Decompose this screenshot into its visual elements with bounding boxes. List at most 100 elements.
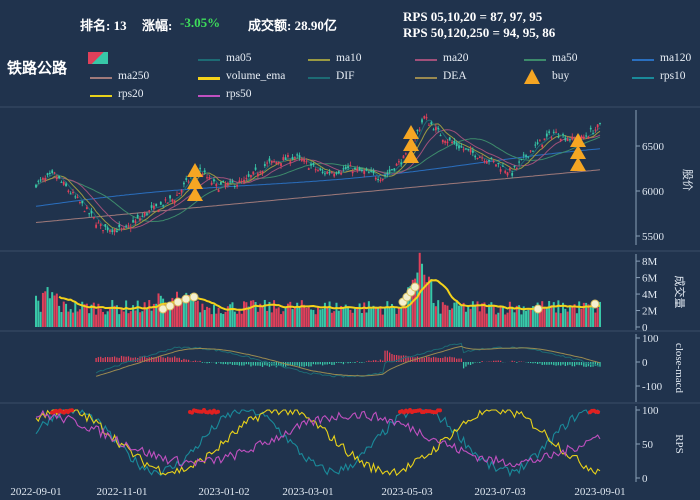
candle-body <box>335 172 338 174</box>
volume-bar <box>39 311 42 327</box>
legend-rps10[interactable]: rps10 <box>632 70 686 82</box>
macd-tick-label: -100 <box>642 381 663 393</box>
candle-body <box>146 213 148 215</box>
volume-bar <box>434 306 437 327</box>
legend-label: ma120 <box>660 52 692 64</box>
volume-bar <box>48 298 51 327</box>
legend-volume-ema[interactable]: volume_ema <box>198 70 286 82</box>
price-tick-label: 6500 <box>642 141 665 153</box>
candle-body <box>582 136 585 139</box>
candle-body <box>55 177 58 180</box>
volume-bar <box>236 313 239 327</box>
candle-body <box>162 205 165 207</box>
volume-bar <box>53 295 56 327</box>
legend-ma250[interactable]: ma250 <box>90 70 150 82</box>
volume-bar <box>402 300 405 327</box>
candle-body <box>566 139 569 141</box>
volume-bar <box>300 300 303 327</box>
candle-body <box>65 183 67 187</box>
volume-bar <box>323 302 326 327</box>
rps-long-label: RPS 50,120,250 = 94, 95, 86 <box>403 25 556 40</box>
candle-body <box>263 164 266 167</box>
volume-bar <box>298 307 301 327</box>
legend-label: volume_ema <box>226 70 286 82</box>
volume-tick-label: 8M <box>642 256 658 268</box>
candle-body <box>321 171 324 173</box>
candle-body <box>444 141 447 143</box>
candle-body <box>166 202 169 204</box>
ma10-line <box>35 123 601 231</box>
volume-bar <box>120 308 123 327</box>
legend-DIF[interactable]: DIF <box>308 70 355 82</box>
legend-ma20[interactable]: ma20 <box>415 52 469 64</box>
candle-body <box>536 142 539 144</box>
legend-ma120[interactable]: ma120 <box>632 52 692 64</box>
legend-ma50[interactable]: ma50 <box>524 52 578 64</box>
candle-body <box>51 170 54 173</box>
volume-bar <box>342 308 345 327</box>
legend-DEA[interactable]: DEA <box>415 70 467 82</box>
volume-tick-label: 2M <box>642 306 658 318</box>
legend-label: rps50 <box>226 88 252 100</box>
volume-bar <box>499 306 502 327</box>
macd-tick-label: 100 <box>642 333 659 345</box>
candle-body <box>476 157 479 159</box>
buy-marker <box>187 163 203 177</box>
volume-bar <box>108 307 111 327</box>
candle-body <box>393 168 396 171</box>
candle-body <box>518 161 520 163</box>
candle-body <box>492 160 495 163</box>
x-tick-label: 2023-07-03 <box>474 486 526 498</box>
volume-bar <box>224 311 227 327</box>
candle-body <box>92 217 95 219</box>
legend-ma10[interactable]: ma10 <box>308 52 362 64</box>
volume-bar <box>240 313 243 327</box>
volume-bar <box>511 306 514 327</box>
volume-signal-dot <box>533 304 543 314</box>
volume-bar <box>367 301 370 327</box>
volume-bar <box>379 306 382 327</box>
volume-bar <box>411 279 414 327</box>
candle-body <box>289 161 292 164</box>
volume-signal-dot <box>590 299 600 309</box>
candle-body <box>178 192 181 195</box>
volume-bar <box>476 301 479 327</box>
candle-body <box>569 139 571 141</box>
candle-body <box>351 171 354 174</box>
volume-bar <box>127 313 130 327</box>
candle-body <box>187 181 190 183</box>
candle-body <box>157 209 160 213</box>
candle-body <box>247 174 250 177</box>
legend-ma05[interactable]: ma05 <box>198 52 252 64</box>
candle-body <box>116 230 118 233</box>
buy-marker-icon <box>524 69 540 84</box>
volume-bar <box>488 304 491 327</box>
candle-body <box>245 177 248 179</box>
ma20-line <box>35 129 601 229</box>
candle-body <box>471 150 474 153</box>
candle-body <box>571 136 574 140</box>
volume-bar <box>249 300 252 327</box>
legend-label: ma250 <box>118 70 150 82</box>
volume-bar <box>370 308 373 327</box>
candle-body <box>527 156 530 158</box>
legend-rps50[interactable]: rps50 <box>198 88 252 100</box>
volume-bar <box>538 311 541 327</box>
volume-bar <box>513 312 516 327</box>
candle-body <box>58 175 61 179</box>
volume-bar <box>199 312 202 327</box>
candle-body <box>386 173 389 175</box>
volume-bar <box>270 312 273 327</box>
x-tick-label: 2023-03-01 <box>282 486 333 498</box>
candle-body <box>495 164 497 167</box>
legend-rps20[interactable]: rps20 <box>90 88 144 100</box>
candle-body <box>488 160 490 162</box>
volume-bar <box>115 305 118 327</box>
candle-body <box>102 230 104 232</box>
volume-bar <box>550 305 553 327</box>
legend-buy[interactable]: buy <box>524 69 569 84</box>
volume-bar <box>474 304 477 327</box>
candle-body <box>226 182 229 186</box>
volume-bar <box>145 308 148 327</box>
candle-body <box>356 168 359 171</box>
